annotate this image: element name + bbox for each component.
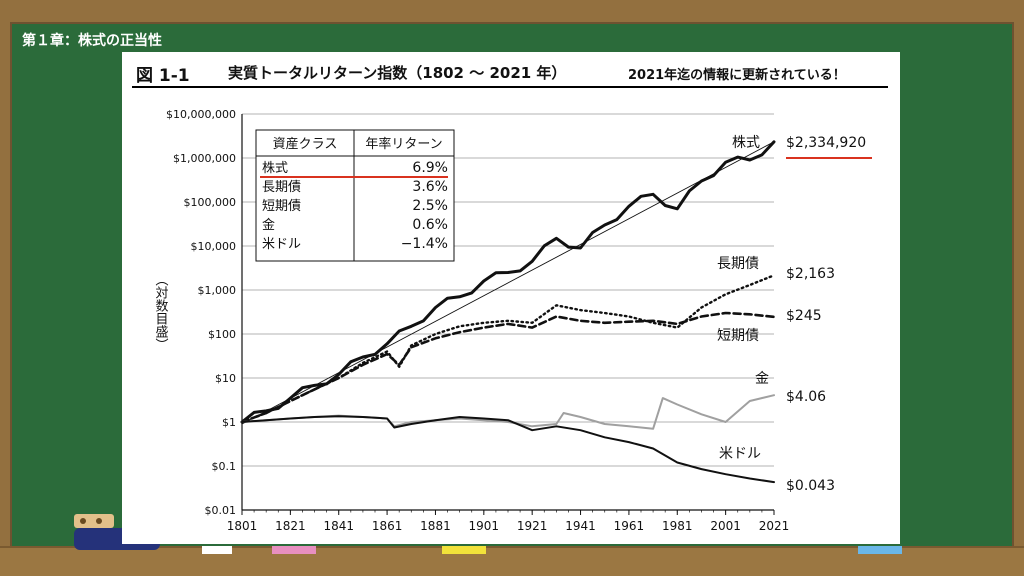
stock-trend-line (241, 141, 775, 425)
series-name-label: 金 (755, 371, 769, 387)
x-tick-label: 1901 (469, 519, 500, 533)
legend-asset-name: 金 (262, 217, 275, 233)
series-end-value: $0.043 (786, 478, 835, 494)
x-tick-label: 2021 (759, 519, 790, 533)
x-tick-label: 1841 (323, 519, 354, 533)
x-tick-label: 1961 (614, 519, 645, 533)
legend-asset-name: 株式 (262, 161, 288, 176)
series-end-value: $2,334,920 (786, 135, 866, 151)
x-tick-label: 1881 (420, 519, 451, 533)
figure-update-note: 2021年迄の情報に更新されている！ (628, 68, 846, 83)
legend-return-value: −1.4% (401, 236, 448, 252)
x-tick-label: 1821 (275, 519, 306, 533)
y-tick-label: $100,000 (184, 196, 237, 209)
figure-title: 実質トータルリターン指数（1802 ～ 2021 年） (228, 64, 567, 82)
y-tick-label: $0.1 (212, 460, 237, 473)
series-name-label: 長期債 (717, 256, 759, 272)
x-tick-label: 1801 (227, 519, 258, 533)
y-tick-label: $1,000 (198, 284, 237, 297)
series-line-4 (241, 415, 775, 484)
white-chalk-icon (202, 546, 232, 554)
y-tick-label: $1,000,000 (173, 152, 236, 165)
y-tick-label: $1 (222, 416, 236, 429)
pink-chalk-icon (272, 546, 316, 554)
x-tick-label: 1941 (565, 519, 596, 533)
x-tick-label: 1861 (372, 519, 403, 533)
x-tick-label: 2001 (710, 519, 741, 533)
legend-asset-name: 短期債 (262, 199, 301, 214)
series-end-value: $245 (786, 308, 822, 324)
legend-return-value: 3.6% (412, 179, 448, 195)
y-tick-label: $10 (215, 372, 236, 385)
legend-return-value: 6.9% (412, 160, 448, 176)
series-end-value: $2,163 (786, 266, 835, 282)
series-line-2 (240, 311, 776, 424)
series-line-0 (240, 140, 776, 424)
yellow-chalk-icon (442, 546, 486, 554)
y-tick-label: $10,000 (191, 240, 237, 253)
y-tick-label: $0.01 (205, 504, 237, 517)
legend-asset-name: 米ドル (262, 237, 301, 252)
legend-header-return: 年率リターン (365, 136, 442, 152)
y-tick-label: $10,000,000 (166, 108, 236, 121)
legend-return-value: 2.5% (412, 198, 448, 214)
chalk-ledge (0, 546, 1024, 576)
series-end-value: $4.06 (786, 389, 826, 405)
series-name-label: 短期債 (717, 328, 759, 344)
y-tick-label: $100 (208, 328, 236, 341)
series-line-1 (240, 274, 776, 424)
x-tick-label: 1981 (662, 519, 693, 533)
figure-number: 図 1-1 (136, 66, 190, 86)
legend-return-value: 0.6% (412, 217, 448, 233)
series-line-3 (241, 394, 775, 430)
chapter-label: 第１章：株式の正当性 (22, 33, 162, 49)
series-name-label: 株式 (732, 135, 760, 151)
x-tick-label: 1921 (517, 519, 548, 533)
figure-title-row: 図 1-1 実質トータルリターン指数（1802 ～ 2021 年） 2021年迄… (132, 60, 888, 88)
legend-table-box (255, 129, 455, 262)
blue-chalk-icon (858, 546, 902, 554)
y-axis-label: （対数目盛） (153, 273, 169, 351)
legend-asset-name: 長期債 (262, 180, 301, 195)
series-name-label: 米ドル (719, 446, 761, 462)
figure-sheet: 図 1-1 実質トータルリターン指数（1802 ～ 2021 年） 2021年迄… (122, 52, 900, 544)
legend-header-asset: 資産クラス (273, 136, 338, 152)
return-index-chart: $10,000,000 $1,000,000 $100,000 $10,000 $1,0… (153, 108, 872, 533)
